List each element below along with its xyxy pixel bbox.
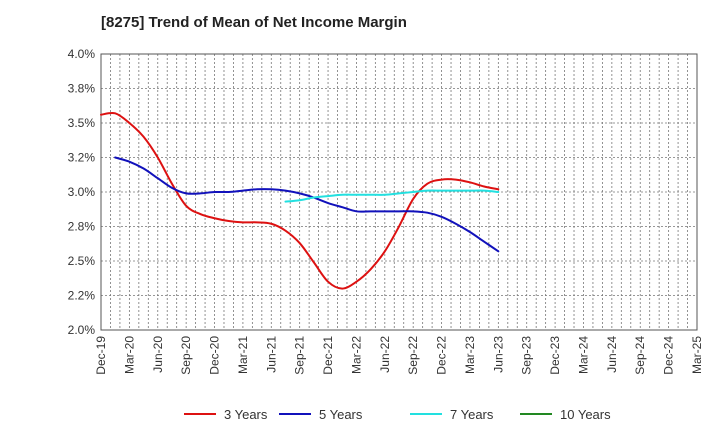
legend-label: 5 Years	[319, 407, 363, 422]
x-tick-label: Dec-19	[94, 336, 108, 375]
series-layer	[100, 111, 500, 290]
x-tick-label: Dec-23	[548, 336, 562, 375]
series-line-3-years	[100, 111, 500, 290]
grid-lines	[101, 54, 697, 330]
x-tick-label: Jun-20	[151, 336, 165, 373]
legend-label: 7 Years	[450, 407, 494, 422]
x-tick-label: Mar-25	[690, 336, 704, 374]
x-tick-label: Mar-20	[122, 336, 136, 374]
x-tick-label: Dec-24	[662, 336, 676, 375]
y-tick-label: 4.0%	[68, 47, 96, 61]
chart-title: [8275] Trend of Mean of Net Income Margi…	[101, 14, 407, 31]
x-tick-label: Mar-22	[349, 336, 363, 374]
y-tick-label: 2.0%	[68, 323, 96, 337]
x-axis-tick-labels: Dec-19 Mar-20 Jun-20 Sep-20 Dec-20 Mar-21 Jun-…	[94, 336, 704, 375]
legend-label: 10 Years	[560, 407, 611, 422]
x-tick-label: Jun-22	[378, 336, 392, 373]
legend-label: 3 Years	[224, 407, 268, 422]
x-tick-label: Jun-23	[491, 336, 505, 373]
legend: 3 Years 5 Years 7 Years 10 Years	[184, 407, 611, 422]
x-tick-label: Dec-20	[208, 336, 222, 375]
y-tick-label: 3.2%	[68, 151, 96, 165]
y-tick-label: 2.5%	[68, 254, 96, 268]
x-tick-label: Dec-21	[321, 336, 335, 375]
x-tick-label: Sep-21	[293, 336, 307, 375]
series-line-5-years	[114, 156, 500, 253]
y-tick-label: 2.2%	[68, 289, 96, 303]
x-tick-label: Dec-22	[435, 336, 449, 375]
series-line-7-years	[284, 189, 500, 203]
x-tick-label: Sep-22	[406, 336, 420, 375]
x-tick-label: Jun-24	[605, 336, 619, 373]
y-axis-tick-labels: 2.0% 2.2% 2.5% 2.8% 3.0% 3.2% 3.5% 3.8% 4.0%	[68, 47, 96, 337]
y-tick-label: 3.0%	[68, 185, 96, 199]
x-tick-label: Mar-23	[463, 336, 477, 374]
y-tick-label: 2.8%	[68, 220, 96, 234]
x-tick-label: Jun-21	[264, 336, 278, 373]
x-tick-label: Mar-21	[236, 336, 250, 374]
y-tick-label: 3.5%	[68, 116, 96, 130]
x-tick-label: Sep-23	[520, 336, 534, 375]
x-tick-label: Mar-24	[576, 336, 590, 374]
y-tick-label: 3.8%	[68, 82, 96, 96]
x-tick-label: Sep-24	[633, 336, 647, 375]
plot-frame	[100, 53, 698, 331]
x-tick-label: Sep-20	[179, 336, 193, 375]
